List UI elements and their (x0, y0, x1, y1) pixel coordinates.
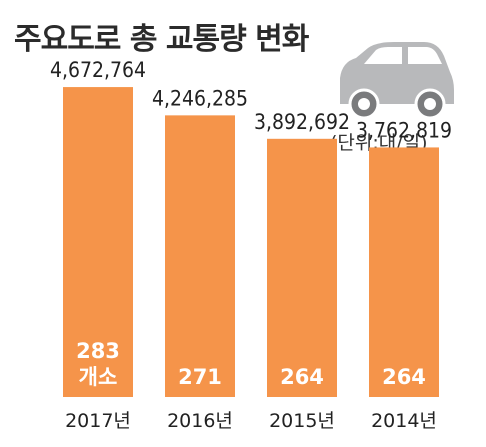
car-icon (340, 42, 454, 120)
category-label-0: 2017년 (65, 410, 131, 432)
category-label-3: 2014년 (371, 410, 437, 432)
bar-0 (63, 87, 133, 397)
value-label-0: 4,672,764 (50, 58, 146, 82)
value-label-1: 4,246,285 (152, 86, 248, 110)
bar-inner-label-3-0: 264 (382, 365, 426, 389)
value-label-2: 3,892,692 (254, 110, 350, 134)
category-label-2: 2015년 (269, 410, 335, 432)
bar-3 (369, 147, 439, 397)
bar-inner-label-0-0: 283 (76, 339, 120, 363)
bar-inner-label-2-0: 264 (280, 365, 324, 389)
chart-title: 주요도로 총 교통량 변화 (14, 22, 309, 57)
bar-2 (267, 138, 337, 397)
bar-1 (165, 115, 235, 398)
category-label-1: 2016년 (167, 410, 233, 432)
bar-inner-label-0-1: 개소 (79, 365, 118, 389)
value-label-3: 3,762,819 (356, 118, 452, 142)
bar-inner-label-1-0: 271 (178, 365, 222, 389)
